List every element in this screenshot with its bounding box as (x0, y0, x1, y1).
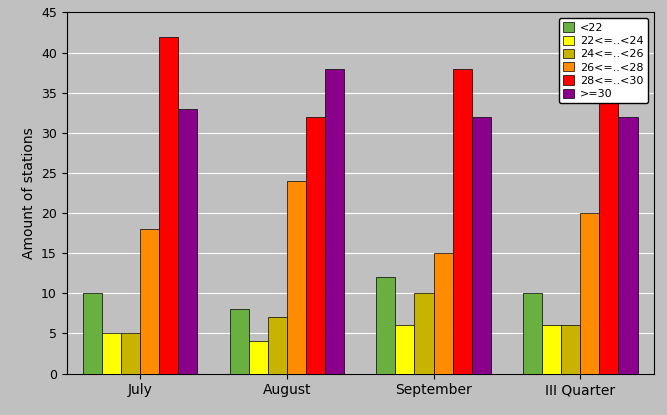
Bar (178, 109, 197, 374)
Bar (325, 68, 344, 374)
Bar (159, 37, 178, 374)
Bar (453, 68, 472, 374)
Bar (376, 277, 396, 374)
Bar (561, 325, 580, 374)
Bar (396, 325, 414, 374)
Bar (580, 213, 600, 374)
Bar (249, 342, 267, 374)
Bar (600, 61, 618, 374)
Legend: <22, 22<=..<24, 24<=..<26, 26<=..<28, 28<=..<30, >=30: <22, 22<=..<24, 24<=..<26, 26<=..<28, 28… (559, 18, 648, 103)
Bar (83, 293, 102, 374)
Bar (229, 309, 249, 374)
Bar (523, 293, 542, 374)
Bar (267, 317, 287, 374)
Bar (140, 229, 159, 374)
Bar (542, 325, 561, 374)
Bar (414, 293, 434, 374)
Bar (472, 117, 491, 374)
Bar (102, 333, 121, 374)
Bar (121, 333, 140, 374)
Y-axis label: Amount of stations: Amount of stations (21, 127, 35, 259)
Bar (306, 117, 325, 374)
Bar (618, 117, 638, 374)
Bar (434, 253, 453, 374)
Bar (287, 181, 306, 374)
